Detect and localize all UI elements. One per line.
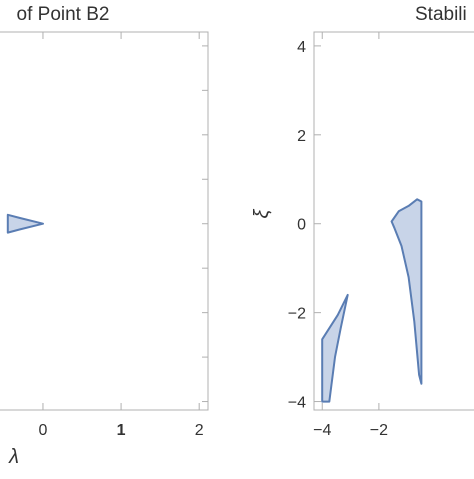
left-plot-frame: [0, 31, 209, 411]
x-tick-label: −4: [313, 422, 331, 439]
stability-region-0-0: [6, 213, 44, 234]
y-tick-label: 4: [297, 39, 306, 56]
stability-region-1-1: [390, 198, 423, 385]
left-plot-panel: of Point B2 0 1 2 λ: [0, 4, 209, 468]
y-tick-label: −4: [288, 395, 306, 412]
right-plot-panel: Stabili 4 2 0 −2 −4 −4 −2 ξ: [251, 4, 474, 439]
left-plot-x-axis-label: λ: [8, 446, 19, 468]
y-tick-label: 0: [297, 217, 306, 234]
right-plot-regions: [321, 198, 423, 403]
right-plot-y-ticks: 4 2 0 −2 −4: [288, 39, 321, 412]
right-plot-frame: [313, 31, 474, 411]
stability-region-1-0: [321, 293, 349, 403]
right-plot-x-ticks: −4 −2: [313, 32, 388, 439]
left-plot-title: of Point B2: [17, 4, 110, 25]
x-tick-label: 0: [39, 422, 48, 439]
x-tick-label: 2: [195, 422, 204, 439]
left-plot-x-ticks: 0 1 2: [39, 32, 204, 439]
y-tick-label: −2: [288, 306, 306, 323]
right-plot-title: Stabili: [415, 4, 467, 25]
left-plot-regions: [6, 45, 208, 403]
x-tick-label: 1: [117, 422, 126, 439]
y-tick-label: 2: [297, 128, 306, 145]
right-plot-y-axis-label: ξ: [251, 208, 273, 218]
x-tick-label: −2: [370, 422, 388, 439]
